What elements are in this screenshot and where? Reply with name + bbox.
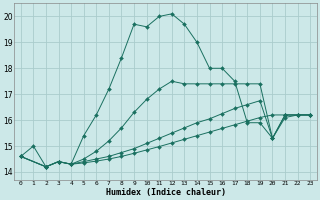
X-axis label: Humidex (Indice chaleur): Humidex (Indice chaleur) xyxy=(106,188,226,197)
